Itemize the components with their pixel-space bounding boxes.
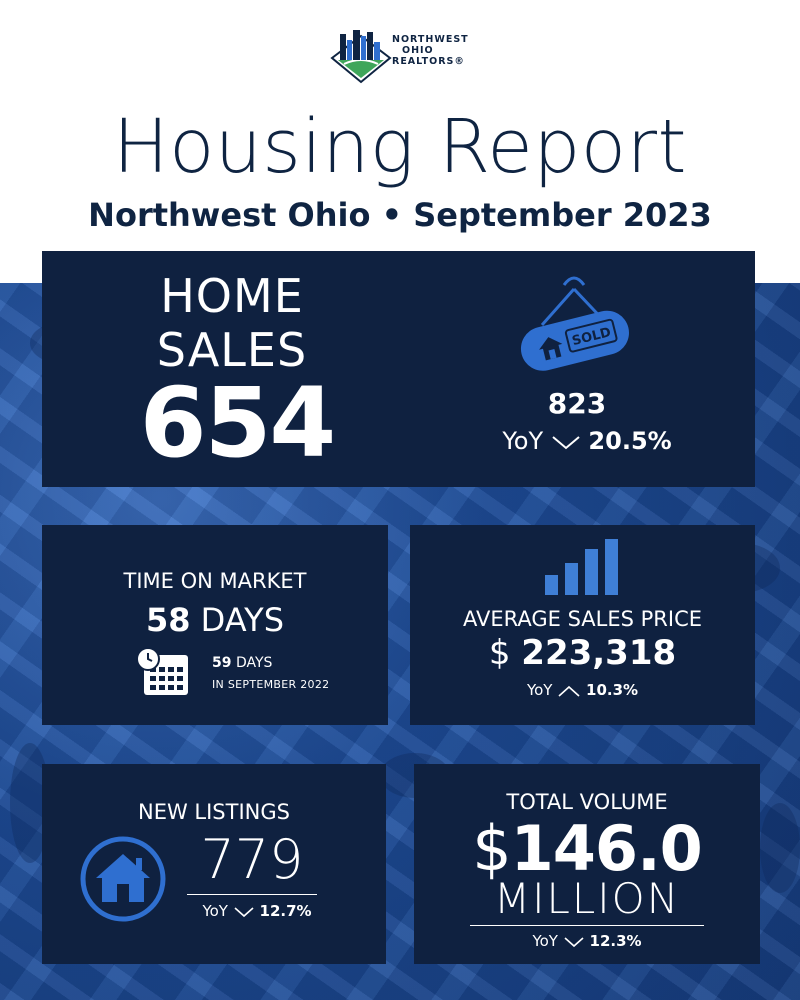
new-listings-panel: NEW LISTINGS 779 YoY 12.7%	[42, 764, 386, 964]
total-volume-yoy: YoY 12.3%	[414, 932, 760, 950]
northwest-ohio-realtors-logo: NORTHWEST OHIO REALTORS®	[330, 26, 470, 84]
total-volume-divider	[470, 925, 704, 926]
time-on-market-previous-period: IN SEPTEMBER 2022	[212, 678, 330, 691]
average-sales-price-panel: AVERAGE SALES PRICE $ 223,318 YoY 10.3%	[410, 525, 755, 725]
home-sales-value: 654	[139, 367, 336, 479]
home-sales-label: HOME SALES	[132, 269, 332, 377]
new-listings-value: 779	[200, 828, 304, 891]
page-title: Housing Report	[112, 104, 688, 190]
home-sales-label-line1: HOME	[160, 269, 304, 323]
home-sales-yoy-change: 20.5%	[588, 427, 672, 455]
average-sales-price-value: $ 223,318	[410, 633, 755, 673]
total-volume-panel: TOTAL VOLUME $146.0 MILLION YoY 12.3%	[414, 764, 760, 964]
house-icon	[80, 836, 166, 922]
logo-line-3: REALTORS®	[392, 56, 465, 67]
new-listings-divider	[187, 894, 317, 895]
yoy-label: YoY	[526, 681, 553, 699]
yoy-label: YoY	[202, 902, 228, 920]
total-volume-yoy-change: 12.3%	[589, 932, 642, 950]
total-volume-number: 146.0	[510, 812, 703, 885]
page-subtitle: Northwest Ohio • September 2023	[88, 196, 712, 234]
time-on-market-previous: 59 DAYS	[212, 655, 272, 671]
logo-line-2: OHIO	[402, 45, 434, 56]
currency-symbol: $	[488, 633, 511, 673]
home-sales-previous: 823	[547, 387, 607, 420]
average-sales-price-yoy-change: 10.3%	[586, 681, 639, 699]
yoy-label: YoY	[532, 932, 558, 950]
time-on-market-panel: TIME ON MARKET 58 DAYS 59 DAYS IN SEPTEM…	[42, 525, 388, 725]
calendar-clock-icon	[136, 647, 188, 695]
bar-chart-icon	[545, 539, 618, 595]
time-on-market-number: 58	[145, 601, 191, 639]
currency-symbol: $	[472, 812, 511, 885]
total-volume-value: $146.0	[414, 812, 760, 885]
average-sales-price-number: 223,318	[521, 633, 677, 673]
new-listings-yoy-change: 12.7%	[259, 902, 312, 920]
home-sales-yoy: YoY 20.5%	[472, 427, 702, 455]
time-on-market-previous-number: 59	[212, 655, 232, 671]
time-on-market-previous-unit: DAYS	[235, 655, 273, 671]
time-on-market-unit: DAYS	[200, 601, 285, 639]
average-sales-price-yoy: YoY 10.3%	[410, 681, 755, 699]
time-on-market-value: 58 DAYS	[42, 601, 388, 639]
chevron-down-icon	[564, 936, 584, 947]
logo-line-1: NORTHWEST	[392, 34, 469, 45]
home-sales-panel: HOME SALES 654 SOLD 823 YoY 20.5%	[42, 251, 755, 487]
average-sales-price-label: AVERAGE SALES PRICE	[462, 607, 703, 631]
home-sales-label-line2: SALES	[156, 323, 308, 377]
chevron-down-icon	[234, 906, 254, 917]
sold-sign-icon: SOLD	[520, 276, 629, 371]
total-volume-label: TOTAL VOLUME	[506, 790, 668, 814]
logo-skyline-icon	[330, 30, 392, 84]
chevron-up-icon	[558, 685, 580, 697]
yoy-label: YoY	[502, 427, 544, 455]
time-on-market-label: TIME ON MARKET	[123, 569, 307, 593]
new-listings-label: NEW LISTINGS	[138, 800, 290, 824]
new-listings-yoy: YoY 12.7%	[187, 902, 327, 920]
total-volume-unit: MILLION	[493, 874, 681, 923]
logo-text: NORTHWEST OHIO REALTORS®	[392, 34, 469, 67]
chevron-down-icon	[552, 436, 580, 450]
